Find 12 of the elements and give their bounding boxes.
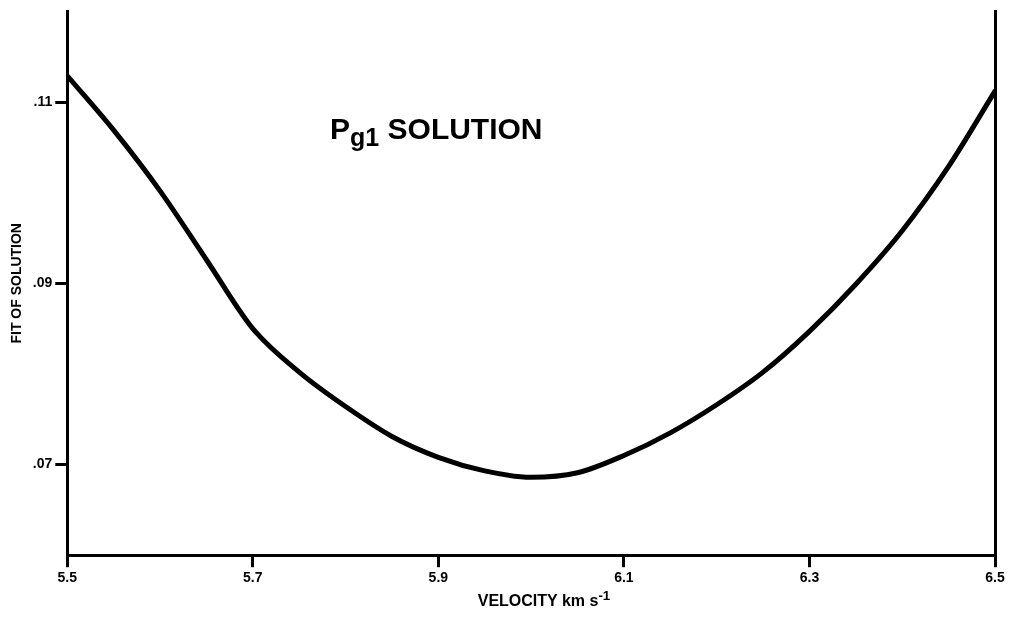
y-tick-label: .09 [32,274,53,291]
text: P$_{g1}$ SOLUTION [330,112,543,152]
x-tick-label: 5.9 [428,569,449,586]
x-tick-label: 5.5 [57,569,78,586]
x-tick-label: 6.1 [614,569,634,586]
x-axis-title: VELOCITY km s$^{-1}$ [476,588,612,611]
x-tick-label: 6.5 [985,569,1005,586]
y-tick-label: .11 [33,92,53,109]
x-tick-label: 5.7 [243,569,263,586]
y-axis-title: FIT OF SOLUTION [8,223,25,344]
y-tick-label: .07 [32,455,53,472]
x-tick-label: 6.3 [799,569,820,586]
